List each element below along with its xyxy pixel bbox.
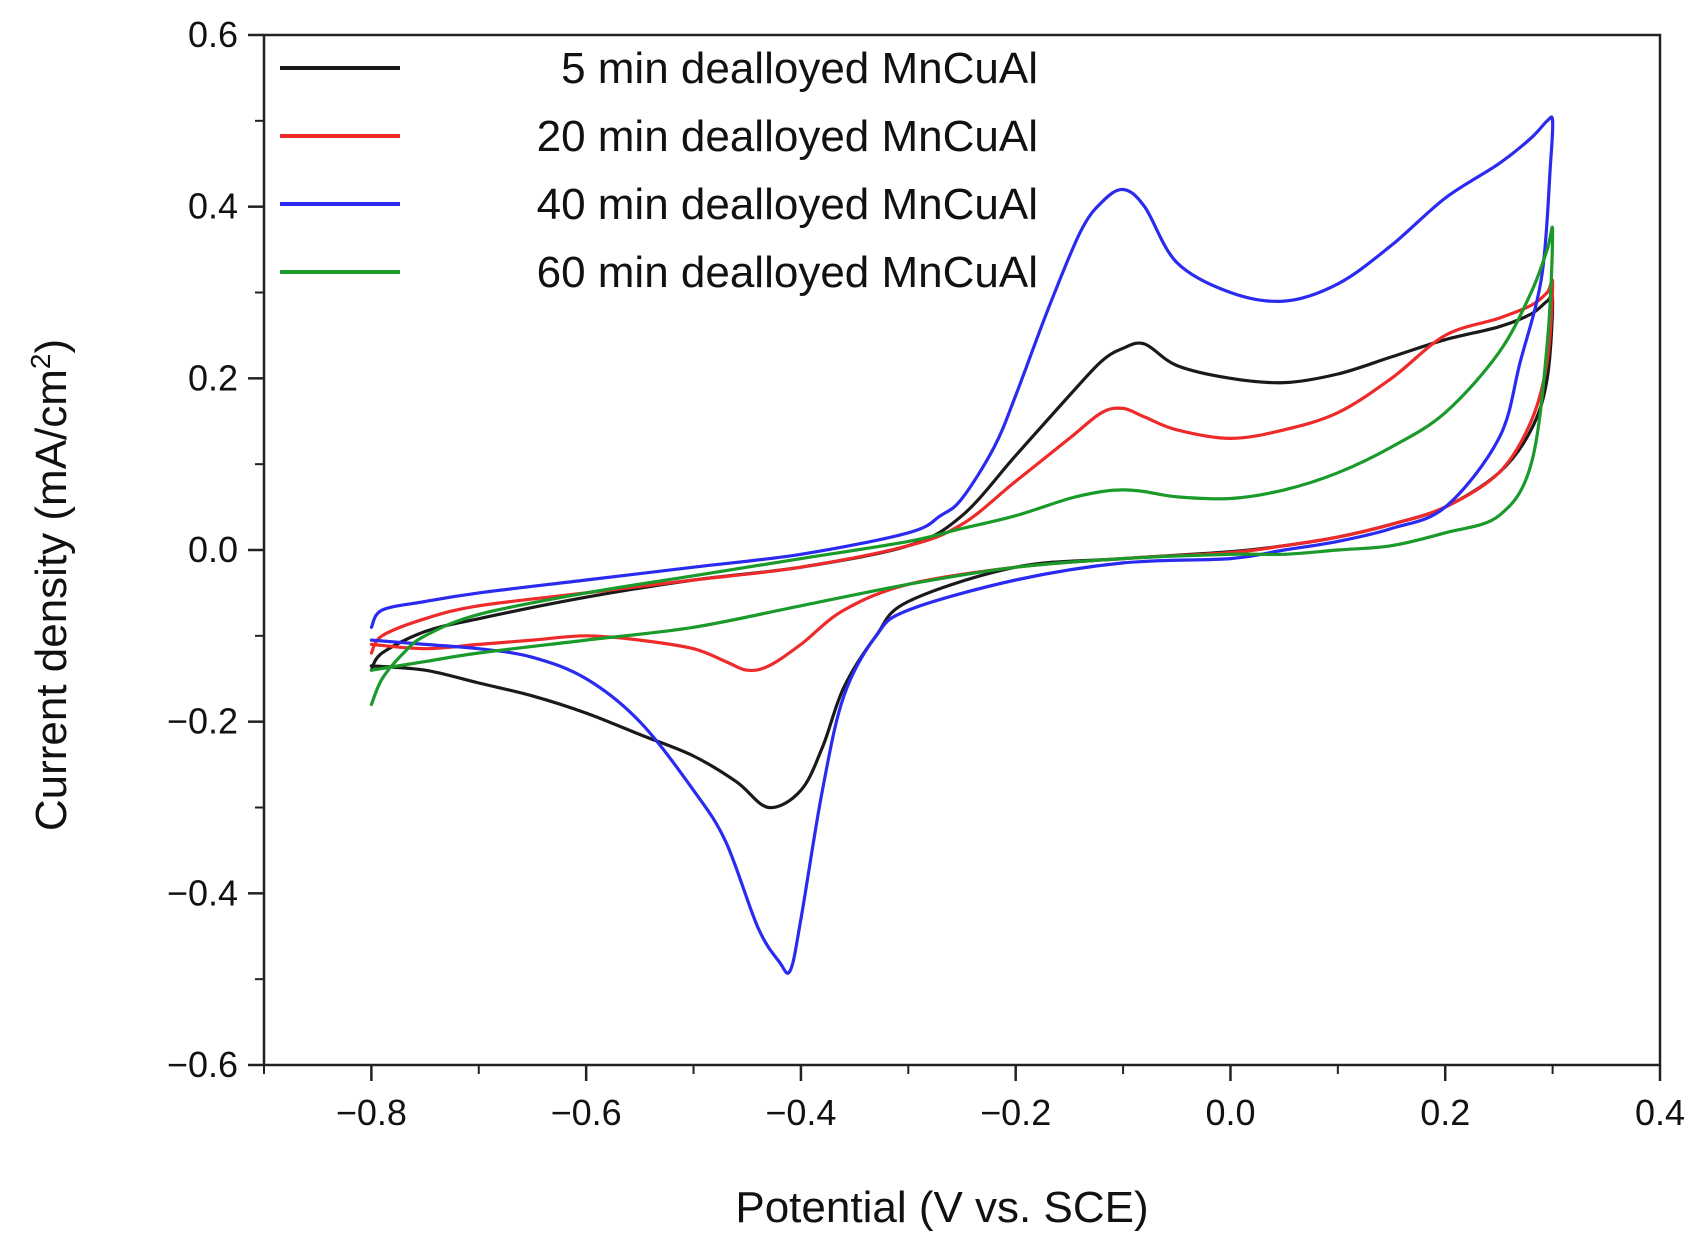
- x-tick-label: −0.8: [336, 1092, 407, 1133]
- series-line-4: [369, 225, 1555, 707]
- legend-label: 40 min dealloyed MnCuAl: [537, 180, 1038, 229]
- legend-label: 20 min dealloyed MnCuAl: [537, 112, 1038, 161]
- y-tick-label: −0.2: [167, 701, 238, 742]
- x-tick-label: 0.0: [1205, 1092, 1255, 1133]
- legend: 5 min dealloyed MnCuAl 20 min dealloyed M…: [280, 44, 1038, 297]
- series-line-1: [369, 293, 1555, 810]
- y-tick-label: 0.4: [188, 186, 238, 227]
- x-axis-title: Potential (V vs. SCE): [735, 1183, 1148, 1232]
- x-tick-label: −0.2: [980, 1092, 1051, 1133]
- y-axis-title: Current density (mA/cm2): [25, 339, 76, 831]
- series-line-2: [369, 278, 1555, 673]
- x-tick-label: 0.4: [1635, 1092, 1685, 1133]
- y-tick-label: 0.6: [188, 14, 238, 55]
- x-tick-label: −0.4: [765, 1092, 836, 1133]
- y-axis-title-superscript: 2: [25, 353, 56, 369]
- legend-label: 5 min dealloyed MnCuAl: [561, 44, 1038, 93]
- y-axis-title-close: ): [27, 339, 76, 354]
- x-tick-label: 0.2: [1420, 1092, 1470, 1133]
- series-line-3: [369, 115, 1555, 975]
- y-tick-label: 0.2: [188, 357, 238, 398]
- x-tick-label: −0.6: [551, 1092, 622, 1133]
- y-tick-label: −0.4: [167, 872, 238, 913]
- y-axis-title-main: Current density (mA/cm: [27, 369, 76, 831]
- y-tick-label: 0.0: [188, 529, 238, 570]
- x-axis-ticks: −0.8 −0.6 −0.4 −0.2 0.0 0.2 0.4: [263, 1065, 1685, 1133]
- legend-label: 60 min dealloyed MnCuAl: [537, 248, 1038, 297]
- y-axis-ticks: −0.6 −0.4 −0.2 0.0 0.2 0.4 0.6: [167, 14, 264, 1085]
- y-tick-label: −0.6: [167, 1044, 238, 1085]
- series-lines: [369, 115, 1555, 975]
